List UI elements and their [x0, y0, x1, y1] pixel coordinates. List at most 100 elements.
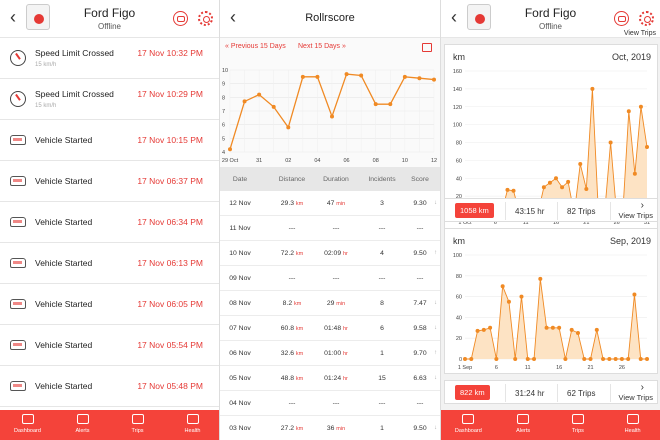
data-point[interactable] — [228, 147, 232, 152]
data-point[interactable] — [242, 99, 247, 104]
data-point[interactable] — [582, 357, 587, 361]
column-header[interactable]: Duration — [323, 176, 349, 183]
alert-row[interactable]: Vehicle Started 17 Nov 05:54 PM — [0, 325, 219, 366]
data-point[interactable] — [626, 357, 631, 361]
data-point[interactable] — [613, 357, 618, 361]
data-point[interactable] — [566, 179, 571, 184]
data-point[interactable] — [359, 73, 364, 78]
data-point[interactable] — [594, 327, 599, 332]
calendar-icon[interactable] — [422, 43, 432, 52]
tab-trips[interactable]: Trips — [551, 410, 606, 440]
data-point[interactable] — [557, 325, 562, 330]
vehicle-avatar-icon[interactable] — [26, 4, 50, 30]
data-point[interactable] — [584, 186, 589, 191]
table-row[interactable]: 08 Nov 8.2 km 29 min 8 7.47 ↓ — [220, 291, 440, 316]
data-point[interactable] — [560, 185, 565, 190]
data-point[interactable] — [601, 357, 606, 361]
alert-row[interactable]: Vehicle Started 17 Nov 10:15 PM — [0, 120, 219, 161]
tab-dashboard[interactable]: Dashboard — [0, 410, 55, 440]
data-point[interactable] — [500, 284, 505, 289]
chevron-right-icon[interactable]: › — [640, 200, 644, 211]
next-15-days-link[interactable]: Next 15 Days » — [298, 43, 346, 50]
car-icon[interactable] — [614, 11, 629, 26]
data-point[interactable] — [511, 188, 516, 193]
gear-icon[interactable] — [198, 11, 213, 26]
alert-row[interactable]: Vehicle Started 17 Nov 06:13 PM — [0, 243, 219, 284]
chevron-right-icon[interactable]: › — [640, 382, 644, 393]
data-point[interactable] — [608, 140, 613, 145]
data-point[interactable] — [619, 357, 624, 361]
data-point[interactable] — [632, 292, 637, 297]
data-point[interactable] — [645, 144, 649, 149]
data-point[interactable] — [286, 125, 291, 130]
tab-health[interactable]: Health — [165, 410, 219, 440]
data-point[interactable] — [315, 74, 320, 79]
data-point[interactable] — [388, 102, 393, 107]
data-point[interactable] — [607, 357, 612, 361]
data-point[interactable] — [494, 357, 499, 361]
data-point[interactable] — [513, 357, 518, 361]
column-header[interactable]: Distance — [278, 176, 306, 183]
table-row[interactable]: 04 Nov --- --- --- --- — [220, 391, 440, 416]
alert-row[interactable]: Vehicle Started 17 Nov 06:37 PM — [0, 161, 219, 202]
data-point[interactable] — [505, 187, 510, 192]
table-row[interactable]: 03 Nov 27.2 km 36 min 1 9.50 ↓ — [220, 416, 440, 440]
data-point[interactable] — [638, 357, 643, 361]
tab-alerts[interactable]: Alerts — [55, 410, 110, 440]
data-point[interactable] — [632, 171, 637, 176]
data-point[interactable] — [544, 325, 549, 330]
alert-row[interactable]: Speed Limit Crossed 15 km/h 17 Nov 10:29 P… — [0, 79, 219, 120]
data-point[interactable] — [645, 357, 649, 361]
gear-icon[interactable] — [639, 11, 654, 26]
data-point[interactable] — [432, 77, 436, 82]
alert-row[interactable]: Vehicle Started 17 Nov 05:48 PM — [0, 366, 219, 407]
data-point[interactable] — [344, 72, 349, 77]
alert-row[interactable]: Speed Limit Crossed 15 km/h 17 Nov 10:32 P… — [0, 38, 219, 79]
data-point[interactable] — [538, 276, 543, 281]
view-trips-link-top[interactable]: View Trips — [623, 30, 656, 37]
vehicle-avatar-icon[interactable] — [467, 4, 491, 30]
data-point[interactable] — [554, 176, 558, 181]
data-point[interactable] — [550, 325, 555, 330]
column-header[interactable]: Incidents — [368, 176, 396, 183]
data-point[interactable] — [373, 102, 378, 107]
tab-trips[interactable]: Trips — [110, 410, 165, 440]
data-point[interactable] — [271, 104, 276, 109]
view-trips-button[interactable]: View Trips — [618, 393, 653, 402]
data-point[interactable] — [532, 357, 537, 361]
table-row[interactable]: 10 Nov 72.2 km 02:09 hr 4 9.50 ↑ — [220, 241, 440, 266]
column-header[interactable]: Score — [411, 176, 429, 183]
back-arrow-icon[interactable]: ‹ — [10, 7, 16, 27]
data-point[interactable] — [300, 74, 305, 79]
tab-alerts[interactable]: Alerts — [496, 410, 551, 440]
data-point[interactable] — [257, 92, 262, 97]
view-trips-button[interactable]: View Trips — [618, 211, 653, 220]
data-point[interactable] — [506, 299, 511, 304]
data-point[interactable] — [626, 109, 631, 114]
table-row[interactable]: 11 Nov --- --- --- --- — [220, 216, 440, 241]
table-row[interactable]: 05 Nov 48.8 km 01:24 hr 15 6.63 ↓ — [220, 366, 440, 391]
data-point[interactable] — [488, 325, 493, 330]
tab-dashboard[interactable]: Dashboard — [441, 410, 496, 440]
data-point[interactable] — [588, 357, 593, 361]
data-point[interactable] — [469, 357, 474, 361]
data-point[interactable] — [563, 357, 568, 361]
alert-row[interactable]: Vehicle Started 17 Nov 06:34 PM — [0, 202, 219, 243]
alert-row[interactable]: Vehicle Started 17 Nov 06:05 PM — [0, 284, 219, 325]
column-header[interactable]: Date — [232, 176, 248, 183]
data-point[interactable] — [569, 327, 574, 332]
data-point[interactable] — [330, 114, 334, 119]
data-point[interactable] — [417, 76, 422, 81]
data-point[interactable] — [402, 74, 407, 79]
table-row[interactable]: 07 Nov 60.8 km 01:48 hr 6 9.58 ↓ — [220, 316, 440, 341]
data-point[interactable] — [541, 185, 546, 190]
data-point[interactable] — [638, 104, 643, 109]
data-point[interactable] — [475, 328, 480, 333]
data-point[interactable] — [578, 161, 583, 166]
table-row[interactable]: 12 Nov 29.3 km 47 min 3 9.30 ↓ — [220, 191, 440, 216]
data-point[interactable] — [590, 86, 595, 91]
data-point[interactable] — [481, 327, 486, 332]
back-arrow-icon[interactable]: ‹ — [230, 7, 236, 27]
data-point[interactable] — [519, 294, 524, 299]
previous-15-days-link[interactable]: « Previous 15 Days — [225, 43, 286, 50]
